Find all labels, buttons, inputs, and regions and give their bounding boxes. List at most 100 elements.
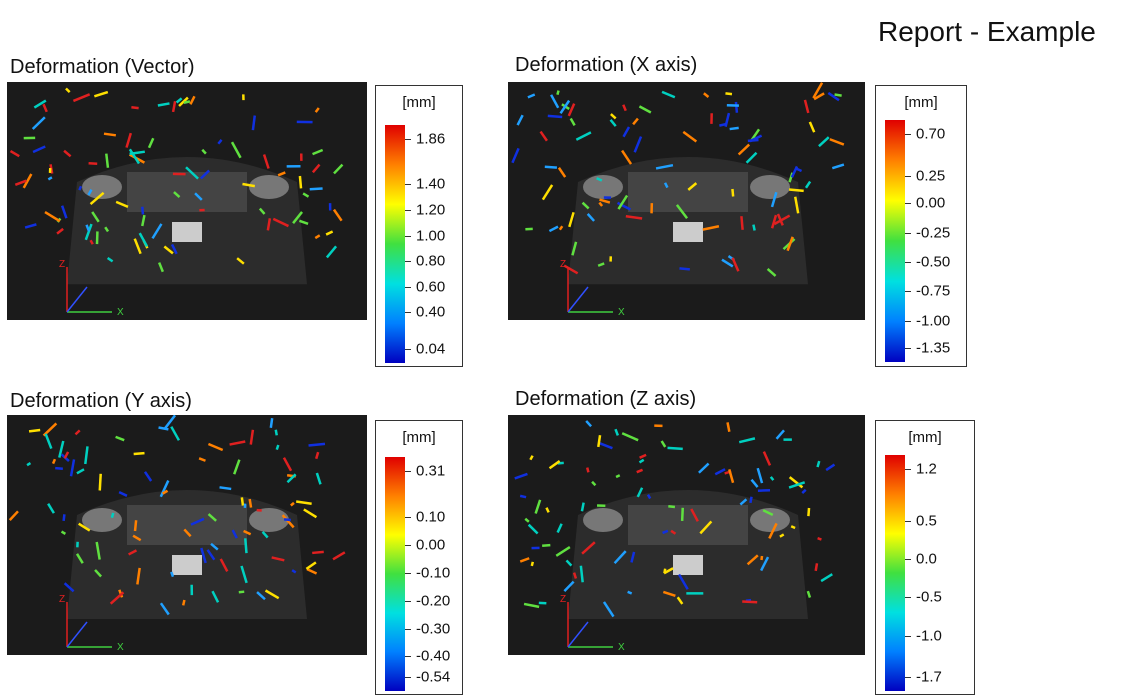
headlight — [750, 508, 790, 532]
colorbar-gradient — [385, 457, 405, 691]
vector-arrow — [777, 430, 784, 439]
vector-arrow — [771, 477, 774, 480]
vector-arrow — [582, 503, 584, 512]
colorbar-unit: [mm] — [376, 94, 462, 111]
vector-arrow — [662, 441, 666, 447]
vector-arrow — [640, 455, 647, 458]
colorbar-tick — [905, 348, 911, 349]
colorbar-tick — [405, 139, 411, 140]
vector-arrow — [515, 474, 528, 479]
vector-arrow — [574, 573, 576, 579]
colorbar-unit: [mm] — [376, 429, 462, 446]
vector-arrow — [135, 520, 136, 531]
vector-arrow — [234, 460, 239, 474]
colorbar-tick — [405, 236, 411, 237]
colorbar-label: -0.20 — [416, 593, 450, 610]
vector-arrow — [821, 574, 832, 581]
vector-arrow — [316, 452, 318, 459]
triad-label: X — [618, 642, 625, 653]
vector-arrow — [566, 560, 571, 565]
vector-arrow — [792, 166, 797, 177]
colorbar-tick — [905, 203, 911, 204]
vector-arrow — [571, 119, 575, 126]
vector-arrow — [611, 114, 616, 118]
colorbar-tick — [905, 176, 911, 177]
triad-label: Z — [59, 594, 65, 605]
vector-arrow — [525, 519, 529, 522]
vector-arrow — [736, 102, 737, 113]
vector-arrow — [202, 150, 206, 154]
vector-arrow — [802, 490, 805, 493]
vector-arrow — [639, 106, 650, 112]
colorbar-label: 0.5 — [916, 513, 937, 530]
vector-arrow — [33, 146, 45, 152]
colorbar-label: 1.00 — [416, 228, 445, 245]
vector-arrow — [699, 464, 709, 473]
colorbar-label: -0.75 — [916, 283, 950, 300]
vector-arrow — [276, 430, 277, 436]
vector-arrow — [173, 101, 175, 112]
colorbar-label: 0.80 — [416, 253, 445, 270]
triad-label: Z — [560, 259, 566, 270]
vector-arrow — [529, 525, 538, 534]
vector-arrow — [730, 128, 739, 129]
panel-title: Deformation (Z axis) — [515, 388, 696, 411]
vector-arrow — [682, 508, 683, 521]
vector-arrow — [306, 562, 315, 569]
colorbar-tick — [905, 291, 911, 292]
deformation-image: ZX — [7, 415, 367, 655]
triad-y — [67, 287, 87, 312]
headlight — [249, 175, 289, 199]
colorbar-tick — [405, 601, 411, 602]
vector-arrow — [622, 433, 638, 440]
vector-arrow — [29, 430, 40, 431]
vector-arrow — [326, 232, 333, 235]
vector-arrow — [334, 210, 342, 221]
vector-arrow — [278, 172, 285, 175]
vector-arrow — [134, 453, 145, 454]
vector-arrow — [218, 140, 221, 144]
colorbar-gradient — [885, 455, 905, 691]
vector-arrow — [611, 120, 616, 126]
vector-arrow — [586, 421, 591, 426]
vector-arrow — [165, 415, 175, 428]
vector-arrow — [310, 188, 323, 189]
grille — [127, 172, 247, 212]
vector-arrow — [284, 519, 291, 520]
colorbar-label: -0.25 — [916, 225, 950, 242]
colorbar-label: -0.10 — [416, 565, 450, 582]
vector-arrow — [27, 463, 30, 465]
triad-label: X — [117, 307, 124, 318]
triad-label: X — [117, 642, 124, 653]
vector-arrow — [300, 176, 301, 188]
vector-arrow — [94, 92, 107, 96]
vector-arrow — [679, 268, 689, 269]
vector-arrow — [232, 142, 241, 158]
vector-arrow — [797, 169, 802, 171]
vector-arrow — [25, 224, 36, 227]
vector-arrow — [145, 472, 151, 481]
vector-arrow — [239, 592, 244, 593]
vector-arrow — [818, 538, 822, 539]
vector-arrow — [739, 145, 750, 155]
colorbar-label: -1.7 — [916, 669, 942, 686]
colorbar-label: 1.20 — [416, 202, 445, 219]
vector-arrow — [106, 154, 108, 168]
vector-arrow — [728, 422, 730, 431]
colorbar-label: 0.0 — [916, 551, 937, 568]
vector-arrow — [751, 480, 757, 487]
colorbar-gradient — [885, 120, 905, 362]
headlight — [583, 508, 623, 532]
image-overlay: ZX — [508, 415, 865, 655]
vector-arrow — [53, 459, 55, 463]
vector-arrow — [753, 225, 754, 231]
vector-arrow — [104, 134, 116, 136]
vector-arrow — [805, 100, 808, 113]
vector-arrow — [633, 119, 638, 125]
vector-arrow — [719, 124, 726, 126]
vector-arrow — [668, 506, 675, 507]
vector-arrow — [57, 229, 63, 234]
vector-arrow — [758, 468, 762, 483]
vector-arrow — [808, 591, 810, 597]
vector-arrow — [116, 437, 125, 440]
